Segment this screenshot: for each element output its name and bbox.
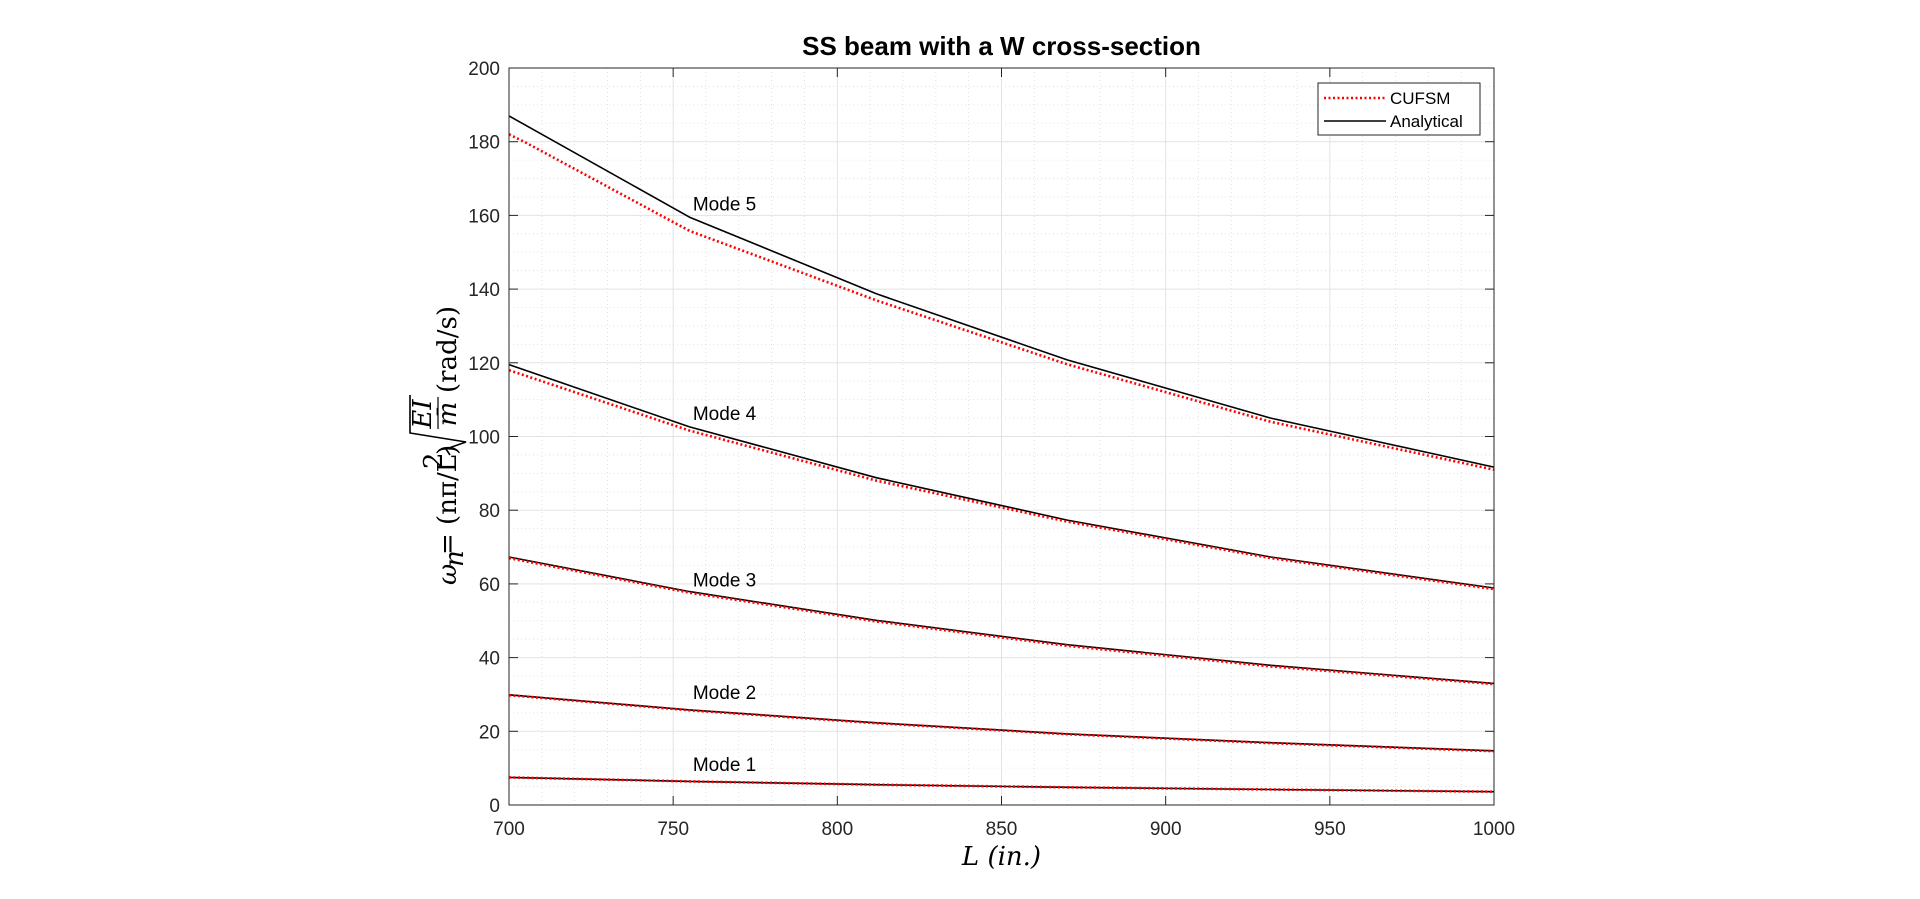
tick-labels: 700 750 800 850 900 950 1000 0 20 40 60 80 100 120 140… (468, 59, 1515, 840)
series-line-analytical-mode-5 (508, 115, 1495, 468)
axis-ticks (508, 67, 1495, 806)
x-tick-label: 1000 (1473, 819, 1515, 840)
y-tick-label: 180 (468, 133, 500, 154)
y-axis-label-sub: n (440, 550, 470, 567)
series-line-cufsm-mode-3 (508, 556, 1495, 686)
x-tick-label: 900 (1150, 819, 1182, 840)
y-tick-label: 100 (468, 428, 500, 449)
y-tick-label: 0 (489, 796, 500, 817)
x-tick-label: 800 (821, 819, 853, 840)
y-tick-label: 60 (479, 575, 500, 596)
series-line-analytical-mode-1 (508, 776, 1495, 793)
legend-label-cufsm: CUFSM (1390, 89, 1450, 108)
y-axis-label-unit: (rad/s) (433, 306, 463, 393)
y-axis-label: ω n = (nπ/L) 2 EI m̄ (rad/s) (408, 306, 470, 585)
x-tick-label: 750 (657, 819, 689, 840)
x-tick-label: 950 (1314, 819, 1346, 840)
y-tick-label: 140 (468, 280, 500, 301)
y-tick-label: 200 (468, 59, 500, 80)
y-axis-label-sqrt (409, 395, 467, 456)
legend: CUFSM Analytical (1317, 82, 1481, 136)
series-line-cufsm-mode-5 (508, 133, 1495, 471)
series-layer (508, 115, 1495, 793)
y-axis-label-omega: ω (433, 564, 463, 585)
series-line-cufsm-mode-2 (508, 693, 1495, 753)
y-axis-label-mid: = (nπ/L) (433, 445, 463, 555)
annotation-mode-2: Mode 2 (693, 683, 756, 704)
annotation-mode-4: Mode 4 (693, 404, 757, 425)
annotation-mode-1: Mode 1 (693, 755, 756, 776)
series-line-cufsm-mode-4 (508, 368, 1495, 591)
chart-title: SS beam with a W cross-section (802, 31, 1201, 61)
y-tick-label: 120 (468, 354, 500, 375)
annotation-mode-3: Mode 3 (693, 570, 756, 591)
x-tick-label: 700 (493, 819, 525, 840)
x-axis-label: L (in.) (961, 842, 1041, 872)
annotation-mode-5: Mode 5 (693, 195, 756, 216)
y-tick-label: 20 (479, 722, 500, 743)
y-tick-label: 40 (479, 649, 500, 670)
series-line-analytical-mode-4 (508, 363, 1495, 589)
y-tick-label: 160 (468, 206, 500, 227)
x-tick-label: 850 (986, 819, 1018, 840)
legend-box (1317, 82, 1481, 136)
y-axis-label-frac-den: m̄ (433, 402, 463, 427)
y-axis-label-frac-num: EI (408, 399, 438, 430)
y-axis-label-sup: 2 (419, 452, 449, 469)
annotation-layer: Mode 1 Mode 2 Mode 3 Mode 4 Mode 5 (693, 195, 757, 776)
y-tick-label: 80 (479, 501, 500, 522)
legend-label-analytical: Analytical (1390, 112, 1463, 131)
